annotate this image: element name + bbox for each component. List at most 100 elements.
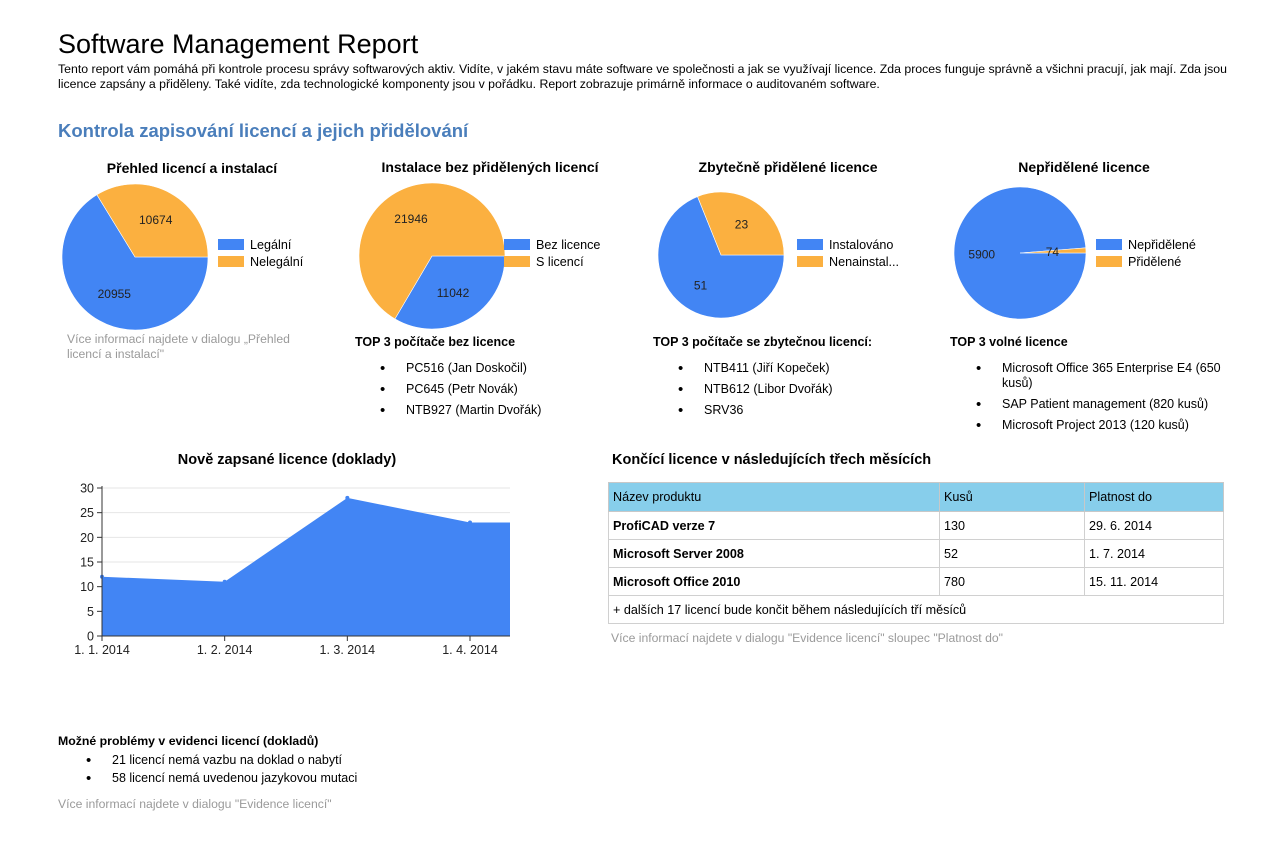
pie-3-legend: Instalováno Nenainstal...	[797, 236, 899, 270]
top3-no-license: TOP 3 počítače bez licence PC516 (Jan Do…	[355, 335, 615, 424]
top3-list: Microsoft Office 365 Enterprise E4 (650 …	[950, 361, 1226, 433]
legend-item: Nepřidělené	[1096, 236, 1196, 253]
pie-slice-label: 5900	[968, 247, 995, 261]
legend-label: Bez licence	[536, 237, 601, 252]
x-tick-label: 1. 1. 2014	[74, 643, 130, 657]
pie-1-legend: Legální Nelegální	[218, 236, 303, 270]
legend-item: Bez licence	[504, 236, 600, 253]
pie-chart-installations-without-license: 11042 21946	[358, 182, 506, 330]
legend-label: Nenainstal...	[829, 254, 900, 269]
pie-4-title: Nepřidělené licence	[1018, 159, 1150, 175]
list-item: NTB411 (Jiří Kopeček)	[678, 361, 933, 376]
pie-slice	[61, 194, 209, 331]
pie-slice-label: 20955	[98, 287, 132, 301]
list-item: 21 licencí nemá vazbu na doklad o nabytí	[86, 753, 458, 768]
list-item: Microsoft Project 2013 (120 kusů)	[976, 418, 1226, 433]
y-tick-label: 10	[80, 580, 94, 594]
valid-until: 29. 6. 2014	[1084, 511, 1224, 540]
list-item: NTB927 (Martin Dvořák)	[380, 403, 615, 418]
pie-slice-label: 21946	[394, 212, 428, 226]
page-title: Software Management Report	[58, 29, 419, 59]
list-item: PC645 (Petr Novák)	[380, 382, 615, 397]
area-chart-title: Nově zapsané licence (doklady)	[177, 452, 397, 468]
legend-item: Nenainstal...	[797, 253, 899, 270]
x-tick-label: 1. 4. 2014	[442, 643, 498, 657]
pie-3-title: Zbytečně přidělené licence	[698, 159, 878, 175]
pie-slice	[1019, 247, 1087, 254]
legend-item: Instalováno	[797, 236, 899, 253]
section-heading: Kontrola zapisování licencí a jejich při…	[58, 120, 469, 141]
legend-label: Přidělené	[1128, 254, 1182, 269]
legend-swatch	[1096, 256, 1122, 267]
product-name: Microsoft Office 2010	[608, 567, 940, 596]
pie-2-legend: Bez licence S licencí	[504, 236, 600, 270]
product-name: ProfiCAD verze 7	[608, 511, 940, 540]
top3-list: NTB411 (Jiří Kopeček) NTB612 (Libor Dvoř…	[653, 361, 933, 418]
problems-section: Možné problémy v evidenci licencí (dokla…	[58, 734, 458, 789]
pie-chart-unneeded-licenses: 51 23	[657, 191, 785, 319]
problems-note: Více informací najdete v dialogu "Eviden…	[58, 797, 332, 811]
legend-label: Legální	[250, 237, 292, 252]
legend-swatch	[218, 256, 244, 267]
legend-swatch	[504, 256, 530, 267]
y-tick-label: 0	[87, 630, 94, 644]
pie-chart-unassigned-licenses: 5900 74	[953, 186, 1087, 320]
column-header: Platnost do	[1084, 482, 1224, 512]
valid-until: 1. 7. 2014	[1084, 539, 1224, 568]
y-tick-label: 20	[80, 531, 94, 545]
pie-slice	[394, 255, 506, 330]
pie-slice	[657, 196, 785, 319]
table-header-row: Název produktu Kusů Platnost do	[608, 482, 1224, 512]
report-description: Tento report vám pomáhá při kontrole pro…	[58, 62, 1227, 91]
data-point	[468, 520, 472, 525]
y-tick-label: 15	[80, 556, 94, 570]
quantity: 130	[939, 511, 1085, 540]
legend-item: Legální	[218, 236, 303, 253]
area-chart-new-licenses: 0 5 10 15 20 25 30 1. 1. 2014 1. 2. 2014 1. 3. 20…	[74, 482, 510, 657]
legend-swatch	[218, 239, 244, 250]
legend-swatch	[797, 256, 823, 267]
table-footer-text: + dalších 17 licencí bude končit během n…	[608, 595, 1224, 624]
list-item: 58 licencí nemá uvedenou jazykovou mutac…	[86, 771, 458, 786]
legend-label: S licencí	[536, 254, 584, 269]
pie-slice-label: 74	[1046, 245, 1060, 259]
list-item: PC516 (Jan Doskočil)	[380, 361, 615, 376]
top3-unneeded-license: TOP 3 počítače se zbytečnou licencí: NTB…	[653, 335, 933, 424]
pie-slice	[96, 183, 209, 258]
list-item: SRV36	[678, 403, 933, 418]
table-row: Microsoft Server 2008 52 1. 7. 2014	[608, 539, 1224, 568]
y-tick-label: 30	[80, 482, 94, 496]
pie-slice	[358, 182, 506, 320]
pie-1-note: Více informací najdete v dialogu „Přehle…	[67, 332, 290, 361]
data-point	[345, 495, 350, 500]
legend-label: Nelegální	[250, 254, 304, 269]
pie-chart-licenses-installations: 20955 10674	[61, 183, 209, 331]
top3-free-licenses: TOP 3 volné licence Microsoft Office 365…	[950, 335, 1240, 439]
expiring-title: Končící licence v následujících třech mě…	[612, 452, 932, 468]
table-row: Microsoft Office 2010 780 15. 11. 2014	[608, 567, 1224, 596]
legend-swatch	[1096, 239, 1122, 250]
column-header: Kusů	[939, 482, 1085, 512]
column-header: Název produktu	[608, 482, 940, 512]
pie-slice-label: 23	[735, 218, 749, 232]
table-footer-row: + dalších 17 licencí bude končit během n…	[608, 595, 1224, 624]
legend-label: Nepřidělené	[1128, 237, 1196, 252]
area-series	[102, 497, 510, 636]
legend-item: Přidělené	[1096, 253, 1196, 270]
data-point	[222, 579, 227, 584]
legend-item: S licencí	[504, 253, 600, 270]
top3-title: TOP 3 počítače bez licence	[355, 335, 516, 349]
valid-until: 15. 11. 2014	[1084, 567, 1224, 596]
expiring-licenses-table: Název produktu Kusů Platnost do ProfiCAD…	[608, 482, 1224, 624]
list-item: SAP Patient management (820 kusů)	[976, 397, 1226, 412]
expiring-note: Více informací najdete v dialogu "Eviden…	[611, 631, 1003, 645]
pie-slice-label: 11042	[437, 286, 470, 300]
product-name: Microsoft Server 2008	[608, 539, 940, 568]
legend-swatch	[504, 239, 530, 250]
pie-slice-label: 51	[694, 278, 708, 292]
table-row: ProfiCAD verze 7 130 29. 6. 2014	[608, 511, 1224, 540]
problems-list: 21 licencí nemá vazbu na doklad o nabytí…	[58, 753, 458, 786]
list-item: Microsoft Office 365 Enterprise E4 (650 …	[976, 361, 1226, 391]
pie-2-title: Instalace bez přidělených licencí	[381, 159, 599, 175]
legend-item: Nelegální	[218, 253, 303, 270]
